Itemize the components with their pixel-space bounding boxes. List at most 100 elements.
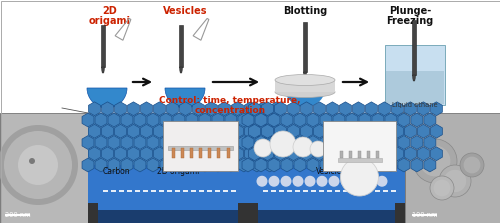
Polygon shape [166, 147, 178, 161]
Polygon shape [102, 124, 114, 138]
Polygon shape [134, 158, 146, 172]
Polygon shape [88, 124, 101, 138]
Polygon shape [95, 158, 107, 172]
Polygon shape [180, 147, 192, 161]
Polygon shape [430, 102, 442, 116]
Polygon shape [281, 136, 293, 149]
Polygon shape [262, 147, 274, 161]
Polygon shape [281, 113, 293, 127]
Polygon shape [186, 158, 198, 172]
Bar [395, 203, 405, 223]
Polygon shape [288, 147, 300, 161]
Polygon shape [352, 102, 364, 116]
Polygon shape [262, 124, 274, 138]
Text: 200 nm: 200 nm [5, 212, 30, 218]
Polygon shape [359, 136, 371, 149]
Circle shape [4, 131, 72, 199]
Polygon shape [333, 113, 345, 127]
Polygon shape [274, 147, 286, 161]
Polygon shape [232, 124, 243, 138]
Bar [208, 148, 211, 158]
Polygon shape [140, 102, 152, 116]
Bar [358, 151, 360, 158]
Polygon shape [179, 67, 183, 73]
Polygon shape [430, 124, 442, 138]
Polygon shape [232, 102, 243, 116]
Polygon shape [95, 113, 107, 127]
Polygon shape [255, 136, 267, 149]
Bar [88, 203, 98, 223]
Text: origami: origami [89, 16, 131, 26]
Polygon shape [248, 147, 260, 161]
Polygon shape [258, 102, 270, 116]
Circle shape [304, 176, 316, 187]
Polygon shape [218, 102, 230, 116]
Polygon shape [173, 158, 185, 172]
Polygon shape [378, 147, 390, 161]
Circle shape [280, 176, 291, 187]
Polygon shape [274, 124, 286, 138]
Polygon shape [268, 158, 280, 172]
Bar [0, 113, 88, 223]
Polygon shape [160, 136, 172, 149]
Polygon shape [180, 102, 192, 116]
Circle shape [0, 125, 78, 205]
Polygon shape [424, 113, 436, 127]
Polygon shape [398, 113, 410, 127]
Polygon shape [242, 113, 254, 127]
Polygon shape [288, 102, 300, 116]
Bar [0, 0, 500, 113]
Polygon shape [340, 102, 351, 116]
Polygon shape [206, 147, 218, 161]
Polygon shape [385, 113, 397, 127]
Wedge shape [284, 86, 326, 107]
Polygon shape [294, 136, 306, 149]
Polygon shape [385, 158, 397, 172]
Polygon shape [186, 113, 198, 127]
Bar [88, 113, 248, 165]
Bar [199, 148, 202, 158]
Polygon shape [140, 147, 152, 161]
Bar [412, 20, 416, 75]
Circle shape [328, 176, 340, 187]
Polygon shape [121, 158, 133, 172]
Circle shape [352, 176, 364, 187]
Bar [88, 165, 248, 223]
Bar [338, 158, 382, 162]
Polygon shape [366, 124, 378, 138]
Circle shape [254, 139, 272, 157]
Bar [385, 45, 445, 105]
Polygon shape [134, 136, 146, 149]
Polygon shape [121, 136, 133, 149]
Polygon shape [418, 124, 430, 138]
Polygon shape [255, 113, 267, 127]
Text: Plunge-: Plunge- [389, 6, 431, 16]
Polygon shape [294, 113, 306, 127]
Polygon shape [251, 113, 263, 127]
Polygon shape [88, 147, 101, 161]
Polygon shape [192, 147, 204, 161]
Polygon shape [424, 158, 436, 172]
Circle shape [439, 165, 471, 197]
Polygon shape [398, 158, 410, 172]
Polygon shape [218, 147, 230, 161]
Polygon shape [88, 102, 101, 116]
Polygon shape [248, 102, 260, 116]
Polygon shape [392, 124, 404, 138]
Polygon shape [392, 147, 404, 161]
Bar [350, 151, 352, 158]
Polygon shape [366, 147, 378, 161]
Polygon shape [411, 113, 423, 127]
Polygon shape [212, 158, 224, 172]
Bar [368, 151, 370, 158]
Text: 100 nm: 100 nm [412, 212, 438, 218]
Polygon shape [264, 113, 276, 127]
Polygon shape [359, 113, 371, 127]
Polygon shape [270, 124, 282, 138]
Bar [172, 148, 174, 158]
Bar [376, 151, 378, 158]
Polygon shape [192, 102, 204, 116]
Polygon shape [251, 136, 263, 149]
Polygon shape [102, 147, 114, 161]
Polygon shape [258, 147, 270, 161]
